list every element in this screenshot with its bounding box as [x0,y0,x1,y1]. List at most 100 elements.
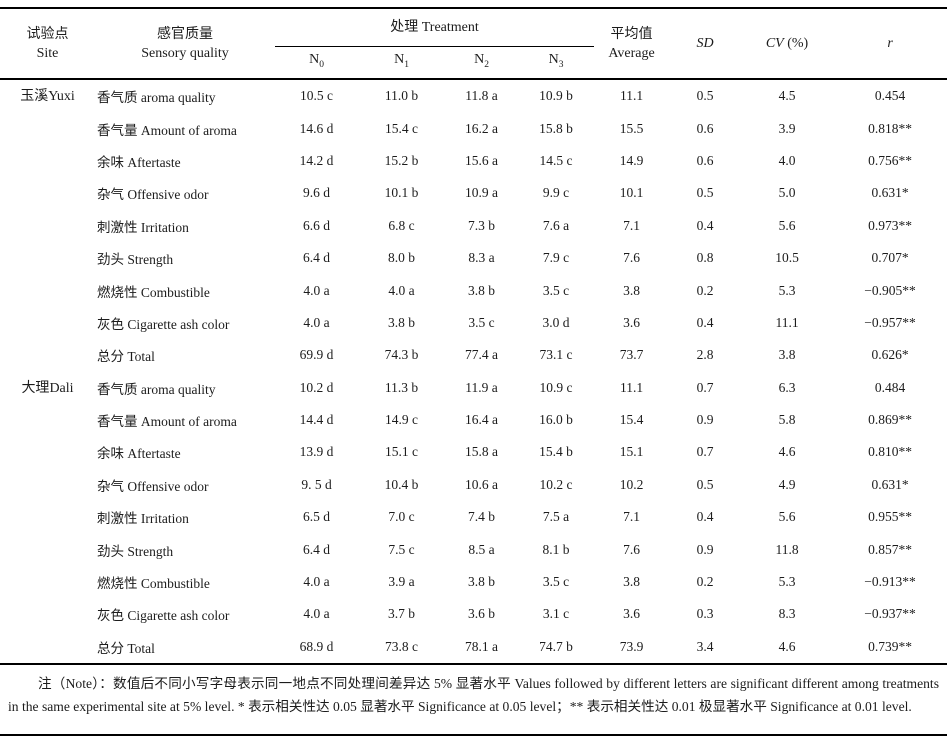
average-cell: 11.1 [619,379,644,395]
n1-value-cell: 3.9 a [388,574,415,590]
quality-cell: 余味 Aftertaste [97,446,181,462]
quality-cell: 劲头 Strength [97,543,174,559]
n3-value-cell: 3.1 c [542,606,570,622]
n3-value-cell: 3.5 c [542,282,570,298]
table-note: 注（Note）：数值后不同小写字母表示同一地点不同处理间差异达 5% 显著水平 … [8,676,939,715]
n3-value-cell: 7.5 a [542,509,570,525]
table-row: 总分 Total 69.9 d 74.3 b 77.4 a 73.1 c 73.… [0,339,947,371]
table-row: 总分 Total 68.9 d 73.8 c 78.1 a 74.7 b 73.… [0,631,947,664]
site-name-en: Yuxi [48,89,75,104]
cv-cell: 8.3 [778,606,796,622]
sd-cell: 0.5 [696,88,714,104]
quality-cell: 燃烧性 Combustible [97,284,210,300]
n0-value-cell: 69.9 d [299,347,334,363]
r-cell: −0.957** [864,314,916,330]
col-header-n1: N1 [394,52,409,70]
n3-value-cell: 15.8 b [539,120,573,136]
sd-cell: 0.2 [696,574,714,590]
r-cell: 0.631* [871,476,909,492]
sd-cell: 0.5 [696,476,714,492]
sd-cell: 0.7 [696,444,714,460]
n0-value-cell: 10.2 d [299,379,334,395]
average-cell: 7.1 [623,509,640,525]
cv-cell: 3.8 [778,347,796,363]
sensory-quality-table: 试验点 Site 感官质量 Sensory quality 处理 Treatme… [0,7,947,665]
average-cell: 10.1 [619,185,644,201]
n2-value-cell: 7.4 b [468,509,495,525]
n1-value-cell: 4.0 a [388,282,415,298]
n0-value-cell: 4.0 a [303,574,330,590]
quality-cell: 杂气 Offensive odor [97,478,209,494]
cv-cell: 5.8 [778,412,796,428]
table-row: 玉溪Yuxi 香气质 aroma quality 10.5 c 11.0 b 1… [0,79,947,112]
n3-value-cell: 14.5 c [539,152,573,168]
n0-value-cell: 4.0 a [303,282,330,298]
sd-cell: 0.9 [696,412,714,428]
n1-value-cell: 11.0 b [384,88,419,104]
n1-value-cell: 6.8 c [388,217,415,233]
n3-value-cell: 7.9 c [542,250,570,266]
r-cell: 0.739** [868,638,912,654]
sd-cell: 0.6 [696,120,714,136]
r-cell: 0.756** [868,152,912,168]
n3-value-cell: 8.1 b [542,541,570,557]
sd-cell: 0.7 [696,379,714,395]
col-header-site-zh: 试验点 [26,26,69,42]
n3-value-cell: 3.0 d [542,314,570,330]
r-cell: −0.913** [864,574,916,590]
cv-cell: 5.6 [778,217,796,233]
r-cell: 0.869** [868,412,912,428]
average-cell: 11.1 [619,88,644,104]
r-cell: −0.937** [864,606,916,622]
site-name-zh: 玉溪 [20,89,49,104]
sd-cell: 0.2 [696,282,714,298]
n0-value-cell: 9.6 d [303,185,330,201]
col-header-average-zh: 平均值 [610,26,653,42]
cv-cell: 5.3 [778,282,796,298]
n2-value-cell: 3.5 c [468,314,495,330]
table-row: 香气量 Amount of aroma 14.4 d 14.9 c 16.4 a… [0,404,947,436]
cv-cell: 4.6 [778,638,796,654]
quality-cell: 香气质 aroma quality [97,90,216,106]
site-name-en: Dali [49,380,74,396]
n0-value-cell: 4.0 a [303,606,330,622]
col-header-average: 平均值 Average [594,8,669,79]
quality-cell: 杂气 Offensive odor [97,187,209,203]
table-row: 燃烧性 Combustible 4.0 a 4.0 a 3.8 b 3.5 c … [0,274,947,306]
average-cell: 10.2 [619,476,644,492]
table-header: 试验点 Site 感官质量 Sensory quality 处理 Treatme… [0,8,947,79]
average-cell: 73.9 [619,638,644,654]
cv-cell: 11.8 [775,541,799,557]
r-cell: 0.626* [871,347,909,363]
col-header-quality-zh: 感官质量 [157,26,213,42]
quality-cell: 灰色 Cigarette ash color [97,316,230,332]
n0-value-cell: 6.4 d [303,541,330,557]
average-cell: 7.6 [623,250,640,266]
col-header-n2: N2 [474,52,489,70]
n3-value-cell: 73.1 c [539,347,573,363]
sd-cell: 0.4 [696,314,714,330]
cv-cell: 4.5 [778,88,796,104]
col-header-quality: 感官质量 Sensory quality [95,8,275,79]
cv-cell: 4.6 [778,444,796,460]
quality-cell: 总分 Total [97,640,155,656]
cv-cell: 4.0 [778,152,796,168]
quality-cell: 余味 Aftertaste [97,154,181,170]
quality-cell: 香气量 Amount of aroma [97,414,237,430]
cv-cell: 5.0 [778,185,796,201]
n0-value-cell: 13.9 d [299,444,334,460]
n3-value-cell: 10.9 b [539,88,573,104]
quality-cell: 燃烧性 Combustible [97,576,210,592]
table-row: 余味 Aftertaste 14.2 d 15.2 b 15.6 a 14.5 … [0,145,947,177]
average-cell: 3.8 [623,282,640,298]
n2-value-cell: 78.1 a [465,638,498,654]
n0-value-cell: 68.9 d [299,638,334,654]
n1-value-cell: 15.1 c [385,444,418,460]
n0-value-cell: 4.0 a [303,314,330,330]
r-cell: 0.955** [868,509,912,525]
table-row: 刺激性 Irritation 6.6 d 6.8 c 7.3 b 7.6 a 7… [0,210,947,242]
col-header-cv-unit: (%) [783,36,809,51]
cv-cell: 4.9 [778,476,796,492]
n2-value-cell: 11.8 a [465,88,498,104]
table-body: 玉溪Yuxi 香气质 aroma quality 10.5 c 11.0 b 1… [0,79,947,665]
